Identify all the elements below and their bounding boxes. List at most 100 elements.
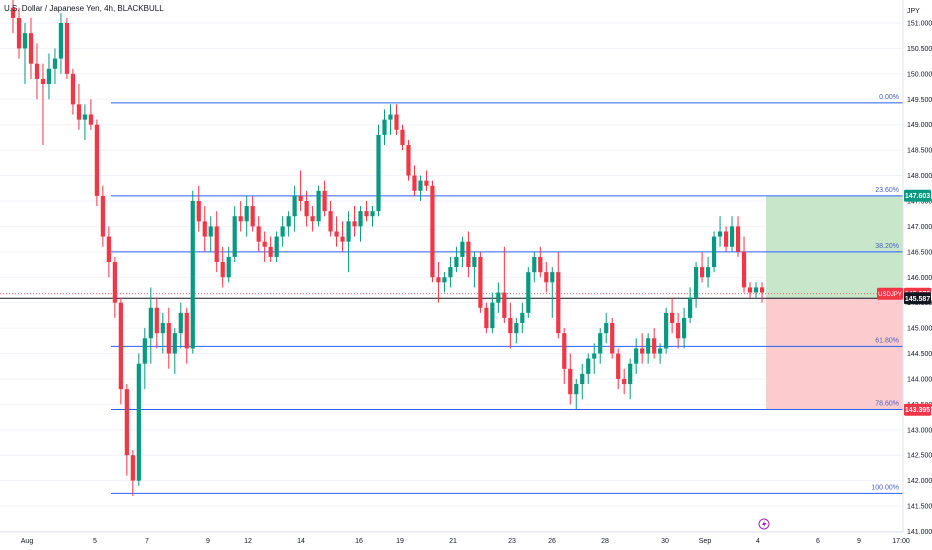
candle-body	[610, 323, 615, 354]
time-tick: 21	[449, 538, 457, 545]
target-price-badge: 147.603	[905, 193, 930, 200]
candle-body	[106, 236, 111, 262]
time-tick: 17:00	[892, 538, 910, 545]
candle-body	[136, 363, 141, 481]
misc	[758, 518, 770, 530]
price-tick: 144.000	[907, 376, 932, 383]
candle-body	[586, 358, 591, 374]
price-tick: 141.500	[907, 504, 932, 511]
candle-body	[472, 256, 477, 268]
price-tick: 150.000	[907, 71, 932, 78]
candle-body	[22, 33, 28, 49]
candle-body	[682, 317, 687, 339]
candle-body	[717, 231, 723, 237]
candle-body	[352, 221, 357, 227]
currency-label: JPY	[907, 8, 920, 15]
candle-body	[592, 353, 597, 359]
candle-body	[484, 307, 489, 329]
price-tick: 148.500	[907, 148, 932, 155]
candle-body	[676, 323, 681, 339]
candle-body	[304, 200, 309, 217]
time-tick: 23	[508, 538, 516, 545]
candle-body	[466, 241, 471, 268]
candle-body	[172, 333, 177, 354]
candle-body	[598, 333, 603, 354]
candle-body	[370, 211, 375, 217]
candle-body	[693, 267, 699, 298]
candle-body	[244, 206, 249, 222]
time-axis[interactable]: Aug 5 7 9 12 14 16 19 21 23 26 28 30 Sep 4 6 9 17:00	[0, 531, 910, 545]
candle-body	[616, 353, 621, 379]
candle-body	[580, 373, 585, 385]
stop-price-badge: 143.395	[905, 407, 930, 414]
candle-body	[340, 236, 345, 242]
price-tick: 146.000	[907, 275, 932, 282]
candle-body	[747, 287, 753, 293]
candle-body	[280, 226, 285, 237]
price-axis[interactable]: JPY 141.000 141.500 142.000 142.500 143.000 14…	[902, 0, 932, 536]
position-zones	[0, 195, 903, 410]
candle-body	[154, 307, 159, 334]
candle-body	[526, 272, 531, 313]
time-tick: 26	[548, 538, 556, 545]
candle-body	[364, 211, 369, 217]
candle-body	[10, 7, 16, 18]
candle-body	[400, 129, 405, 146]
candle-body	[442, 277, 447, 283]
candle-body	[430, 185, 435, 278]
stop-price-badge-bg	[904, 403, 931, 416]
candle-body	[424, 180, 429, 186]
candle-body	[502, 292, 507, 318]
candle-body	[208, 226, 213, 237]
candle-body	[460, 241, 465, 257]
price-tick: 144.500	[907, 351, 932, 358]
fib-label: 61.80%	[875, 337, 899, 344]
candle-body	[286, 216, 291, 227]
symbol-badge: USDJPY	[878, 292, 902, 298]
candle-body	[568, 368, 573, 395]
time-tick: 6	[816, 538, 820, 545]
candlestick-series	[10, 0, 765, 496]
candle-body	[226, 256, 231, 278]
candle-body	[88, 114, 93, 125]
candle-body	[28, 33, 34, 64]
candle-body	[166, 323, 171, 354]
candle-body	[508, 317, 513, 334]
candle-body	[382, 119, 387, 135]
candle-body	[753, 287, 759, 293]
fib-label: 38.20%	[875, 243, 899, 250]
time-tick: 9	[206, 538, 210, 545]
candle-body	[94, 124, 99, 196]
price-tick: 147.000	[907, 224, 932, 231]
candle-body	[412, 175, 417, 191]
price-tick: 142.500	[907, 453, 932, 460]
candle-body	[130, 455, 135, 481]
time-tick: Sep	[699, 538, 712, 545]
fibonacci-retracement[interactable]: 0.00% 23.60% 38.20% 61.80% 78.60% 100.00%	[111, 94, 903, 494]
candle-body	[478, 256, 483, 308]
candle-body	[514, 323, 519, 334]
candle-body	[52, 58, 58, 69]
candle-body	[418, 180, 423, 191]
candle-body	[388, 114, 393, 120]
candle-body	[142, 338, 147, 364]
price-tick: 143.000	[907, 427, 932, 434]
candle-body	[40, 78, 46, 85]
time-tick: 16	[355, 538, 363, 545]
loss-zone	[766, 298, 903, 410]
candle-body	[454, 256, 459, 268]
candle-body	[70, 73, 76, 105]
price-tick: 142.000	[907, 478, 932, 485]
candle-body	[729, 226, 735, 247]
candle-body	[100, 195, 105, 237]
price-tick: 148.000	[907, 173, 932, 180]
candle-body	[250, 206, 255, 227]
price-tick: 150.500	[907, 46, 932, 53]
candle-body	[82, 114, 88, 120]
candle-body	[346, 221, 351, 242]
time-tick: 14	[297, 538, 305, 545]
candle-body	[652, 338, 657, 354]
candle-body	[256, 226, 261, 242]
